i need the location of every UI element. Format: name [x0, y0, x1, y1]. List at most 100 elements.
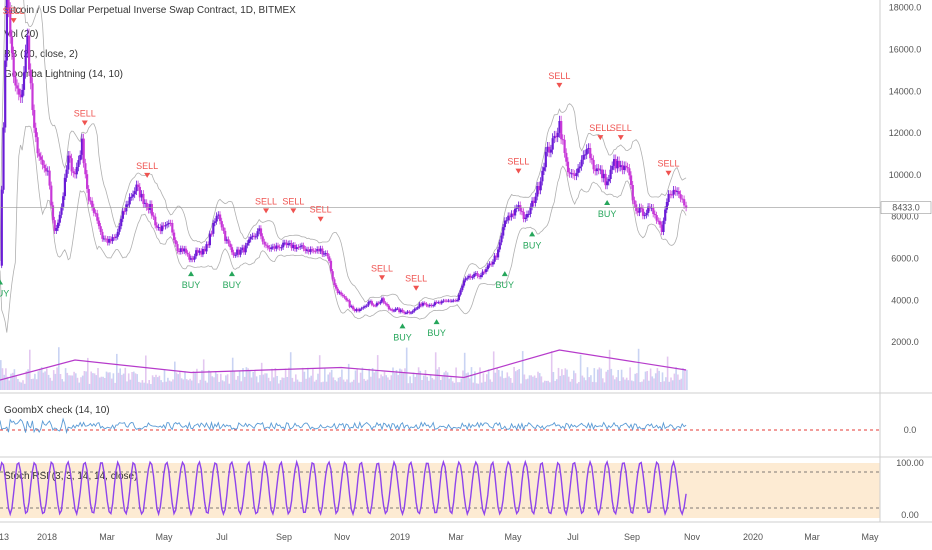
volume-bar	[484, 381, 486, 390]
volume-bar	[56, 367, 58, 390]
volume-bar	[37, 371, 40, 390]
volume-bar	[440, 380, 442, 390]
volume-bar	[649, 368, 652, 390]
price-axis: 2000.0 4000.0 6000.0 8000.0 10000.0 12000.0 14…	[889, 3, 924, 520]
candle	[292, 245, 295, 249]
candle	[495, 255, 498, 258]
volume-bar	[179, 371, 181, 390]
volume-bar	[339, 376, 341, 390]
candle	[619, 165, 622, 168]
candle	[372, 304, 375, 306]
volume-bar	[673, 373, 676, 390]
candle	[51, 205, 55, 221]
candle	[440, 301, 443, 304]
volume-bar	[663, 381, 665, 390]
candle	[268, 247, 271, 250]
candle	[161, 225, 164, 232]
candle	[503, 220, 506, 228]
candle	[457, 294, 460, 301]
volume-bar	[385, 375, 387, 390]
candle	[225, 239, 228, 241]
candle	[488, 263, 491, 266]
volume-bar	[260, 362, 263, 390]
candle	[437, 302, 440, 304]
volume-bar	[296, 379, 299, 390]
volume-bar	[185, 379, 188, 390]
candle	[399, 309, 402, 313]
candle	[481, 271, 484, 276]
time-tick-label: May	[861, 532, 879, 542]
candle	[338, 292, 341, 294]
sell-arrow-icon	[515, 168, 522, 174]
candle	[532, 200, 535, 203]
candle	[181, 248, 184, 252]
volume-bar	[544, 380, 546, 390]
time-tick-label: Nov	[334, 532, 351, 542]
candle	[290, 243, 293, 249]
volume-bar	[399, 368, 401, 390]
volume-bar	[61, 379, 63, 390]
candle	[389, 309, 392, 311]
candle	[526, 214, 529, 218]
candle	[282, 242, 285, 248]
volume-bar	[220, 373, 222, 390]
volume-bar	[329, 372, 331, 390]
candle	[91, 200, 94, 208]
volume-bar	[303, 371, 306, 390]
volume-bar	[578, 382, 580, 390]
volume-bar	[610, 368, 613, 390]
volume-bar	[608, 349, 611, 390]
candle	[132, 194, 135, 197]
volume-bar	[269, 381, 272, 390]
volume-bar	[528, 375, 531, 390]
candle	[316, 249, 319, 251]
candle	[29, 69, 32, 84]
volume-bar	[631, 380, 633, 390]
candle	[210, 233, 213, 235]
candle	[520, 211, 524, 213]
candle	[670, 194, 674, 196]
volume-bar	[165, 381, 167, 390]
candle	[120, 218, 123, 227]
candle	[309, 249, 312, 252]
volume-bar	[58, 347, 60, 390]
candle	[660, 224, 663, 232]
volume-bar	[402, 373, 405, 390]
volume-bar	[636, 373, 638, 390]
indicator-bb: BB (20, close, 2)	[4, 49, 78, 60]
candle	[75, 167, 78, 175]
volume-bar	[284, 368, 287, 390]
volume-bar	[291, 377, 294, 390]
volume-bar	[156, 377, 159, 390]
volume-bar	[556, 379, 558, 390]
candle	[667, 193, 670, 202]
volume-bar	[571, 379, 573, 390]
volume-bar	[196, 368, 198, 390]
volume-bar	[100, 376, 103, 390]
volume-bar	[127, 373, 130, 390]
volume-bar	[271, 368, 273, 390]
volume-bar	[174, 361, 176, 390]
candle	[643, 215, 646, 217]
volume-bar	[177, 374, 179, 390]
candle	[317, 249, 321, 252]
volume-bar	[107, 372, 109, 390]
volume-bar	[66, 372, 69, 390]
volume-bar	[366, 379, 369, 390]
volume-bar	[359, 372, 362, 390]
candle	[261, 236, 264, 242]
volume-bar	[3, 374, 5, 390]
volume-bar	[392, 367, 394, 390]
candle	[248, 239, 251, 243]
sell-signal-label: SELL	[371, 263, 393, 273]
price-tick-label: 8000.0	[891, 212, 919, 222]
last-price-label: 8433.0	[892, 203, 920, 213]
candle	[341, 294, 344, 296]
volume-bar	[102, 376, 104, 390]
volume-bar	[104, 378, 106, 390]
candle	[333, 279, 336, 285]
volume-bar	[347, 363, 350, 390]
volume-bar	[404, 368, 406, 390]
volume-bar	[409, 376, 411, 390]
